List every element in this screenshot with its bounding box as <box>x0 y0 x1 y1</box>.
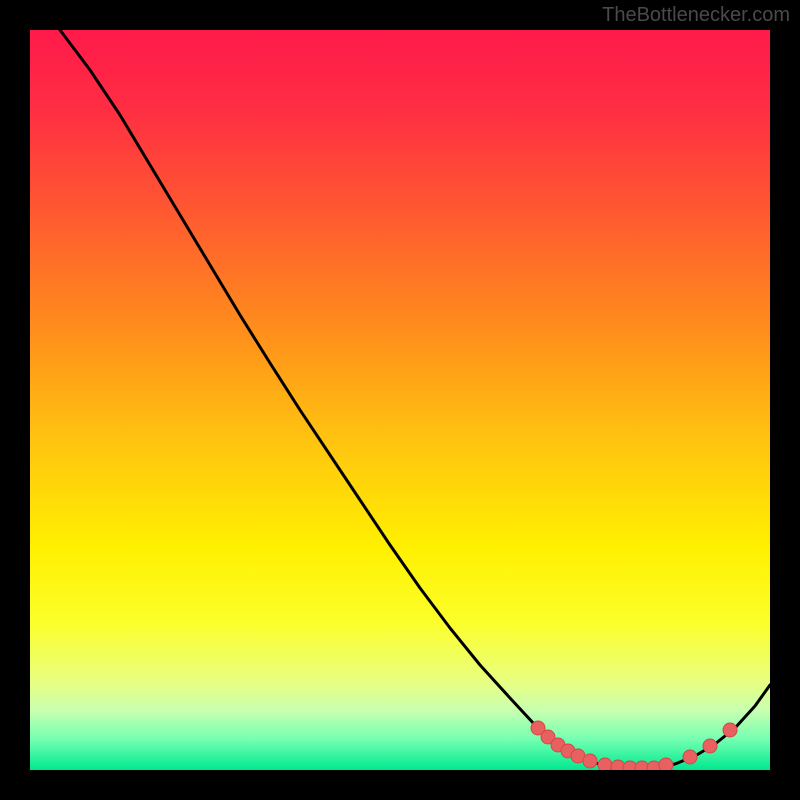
chart-plot-area <box>30 30 770 770</box>
chart-curve-layer <box>30 30 770 770</box>
curve-marker <box>583 754 597 768</box>
curve-marker <box>703 739 717 753</box>
curve-markers <box>531 721 737 770</box>
watermark-text: TheBottlenecker.com <box>602 4 790 27</box>
curve-marker <box>598 758 612 770</box>
curve-marker <box>683 750 697 764</box>
curve-marker <box>723 723 737 737</box>
bottleneck-curve <box>60 30 770 769</box>
curve-marker <box>659 758 673 770</box>
